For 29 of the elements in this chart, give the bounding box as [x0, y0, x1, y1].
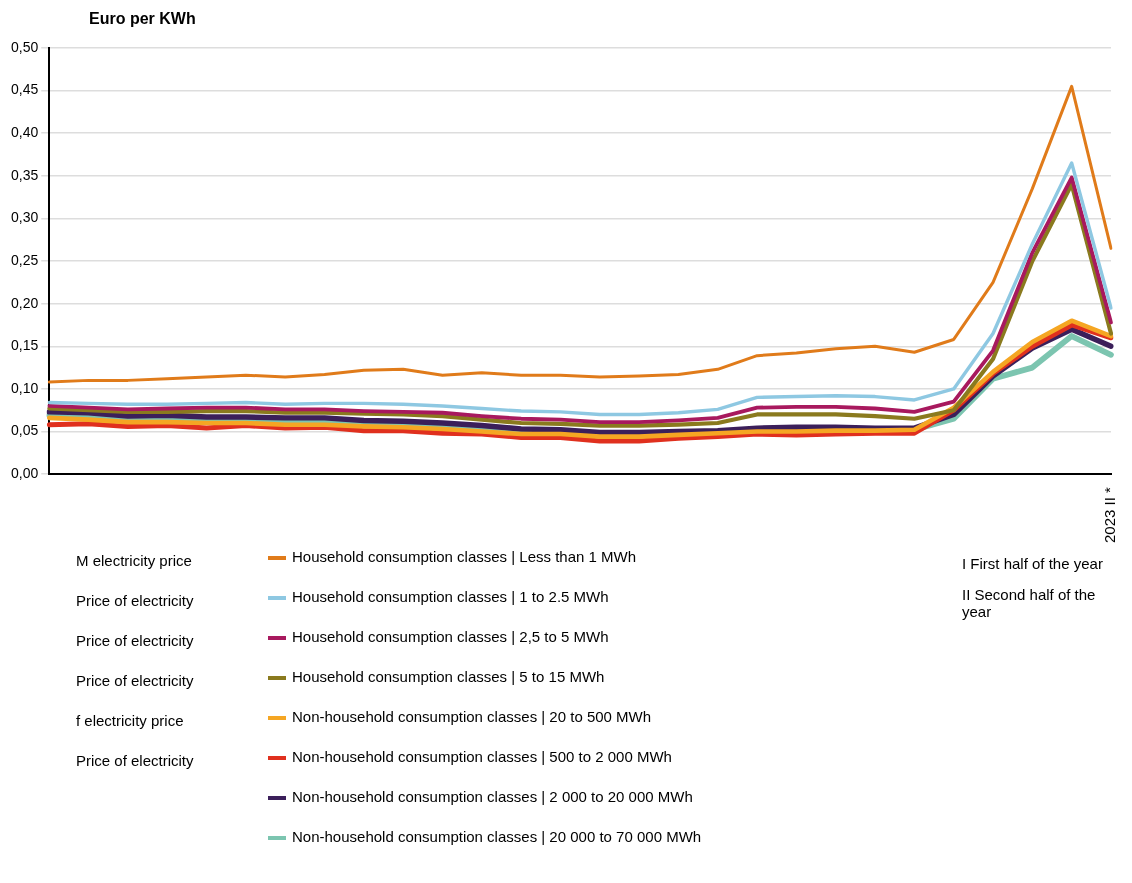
text: f electricity price — [76, 712, 185, 731]
y-tick-label: 0,25 — [11, 251, 39, 268]
legend-label: Non-household consumption classes | 500 to 2 000 MWh — [292, 748, 672, 765]
legend-label: Non-household consumption classes | 20 000 to 70 000 MWh — [292, 828, 702, 845]
legend-label: Household consumption classes | 1 to 2.5 MWh — [292, 588, 609, 605]
y-tick-label: 0,20 — [11, 294, 39, 311]
legend-label: Household consumption classes | 2,5 to 5 MWh — [292, 628, 609, 645]
y-axis-title: Euro per KWh — [89, 10, 196, 28]
legend-label: Household consumption classes | Less than 1 MWh — [292, 548, 637, 565]
y-tick-label: 0,30 — [11, 209, 39, 226]
x-tick-label: 2023 II * — [1101, 486, 1119, 544]
y-tick-label: 0,35 — [11, 166, 39, 183]
y-tick-label: 0,45 — [11, 81, 39, 98]
text: Price of electricity — [76, 632, 195, 651]
y-tick-label: 0,15 — [11, 337, 39, 354]
legend-label: Non-household consumption classes | 2 000 to 20 000 MWh — [292, 788, 693, 805]
y-tick-label: 0,50 — [11, 38, 39, 55]
text: Price of electricity — [76, 592, 195, 611]
text: II Second half of the year — [962, 586, 1097, 620]
text: Price of electricity — [76, 752, 195, 771]
legend-label: Household consumption classes | 5 to 15 MWh — [292, 668, 605, 685]
text: M electricity price — [76, 552, 193, 571]
legend-label: Non-household consumption classes | 20 to 500 MWh — [292, 708, 652, 725]
y-tick-label: 0,00 — [11, 464, 39, 481]
y-tick-label: 0,10 — [11, 379, 39, 396]
text: Price of electricity — [76, 672, 195, 691]
text: I First half of the year — [962, 555, 1104, 572]
y-tick-label: 0,05 — [11, 422, 39, 439]
y-tick-label: 0,40 — [11, 124, 39, 141]
